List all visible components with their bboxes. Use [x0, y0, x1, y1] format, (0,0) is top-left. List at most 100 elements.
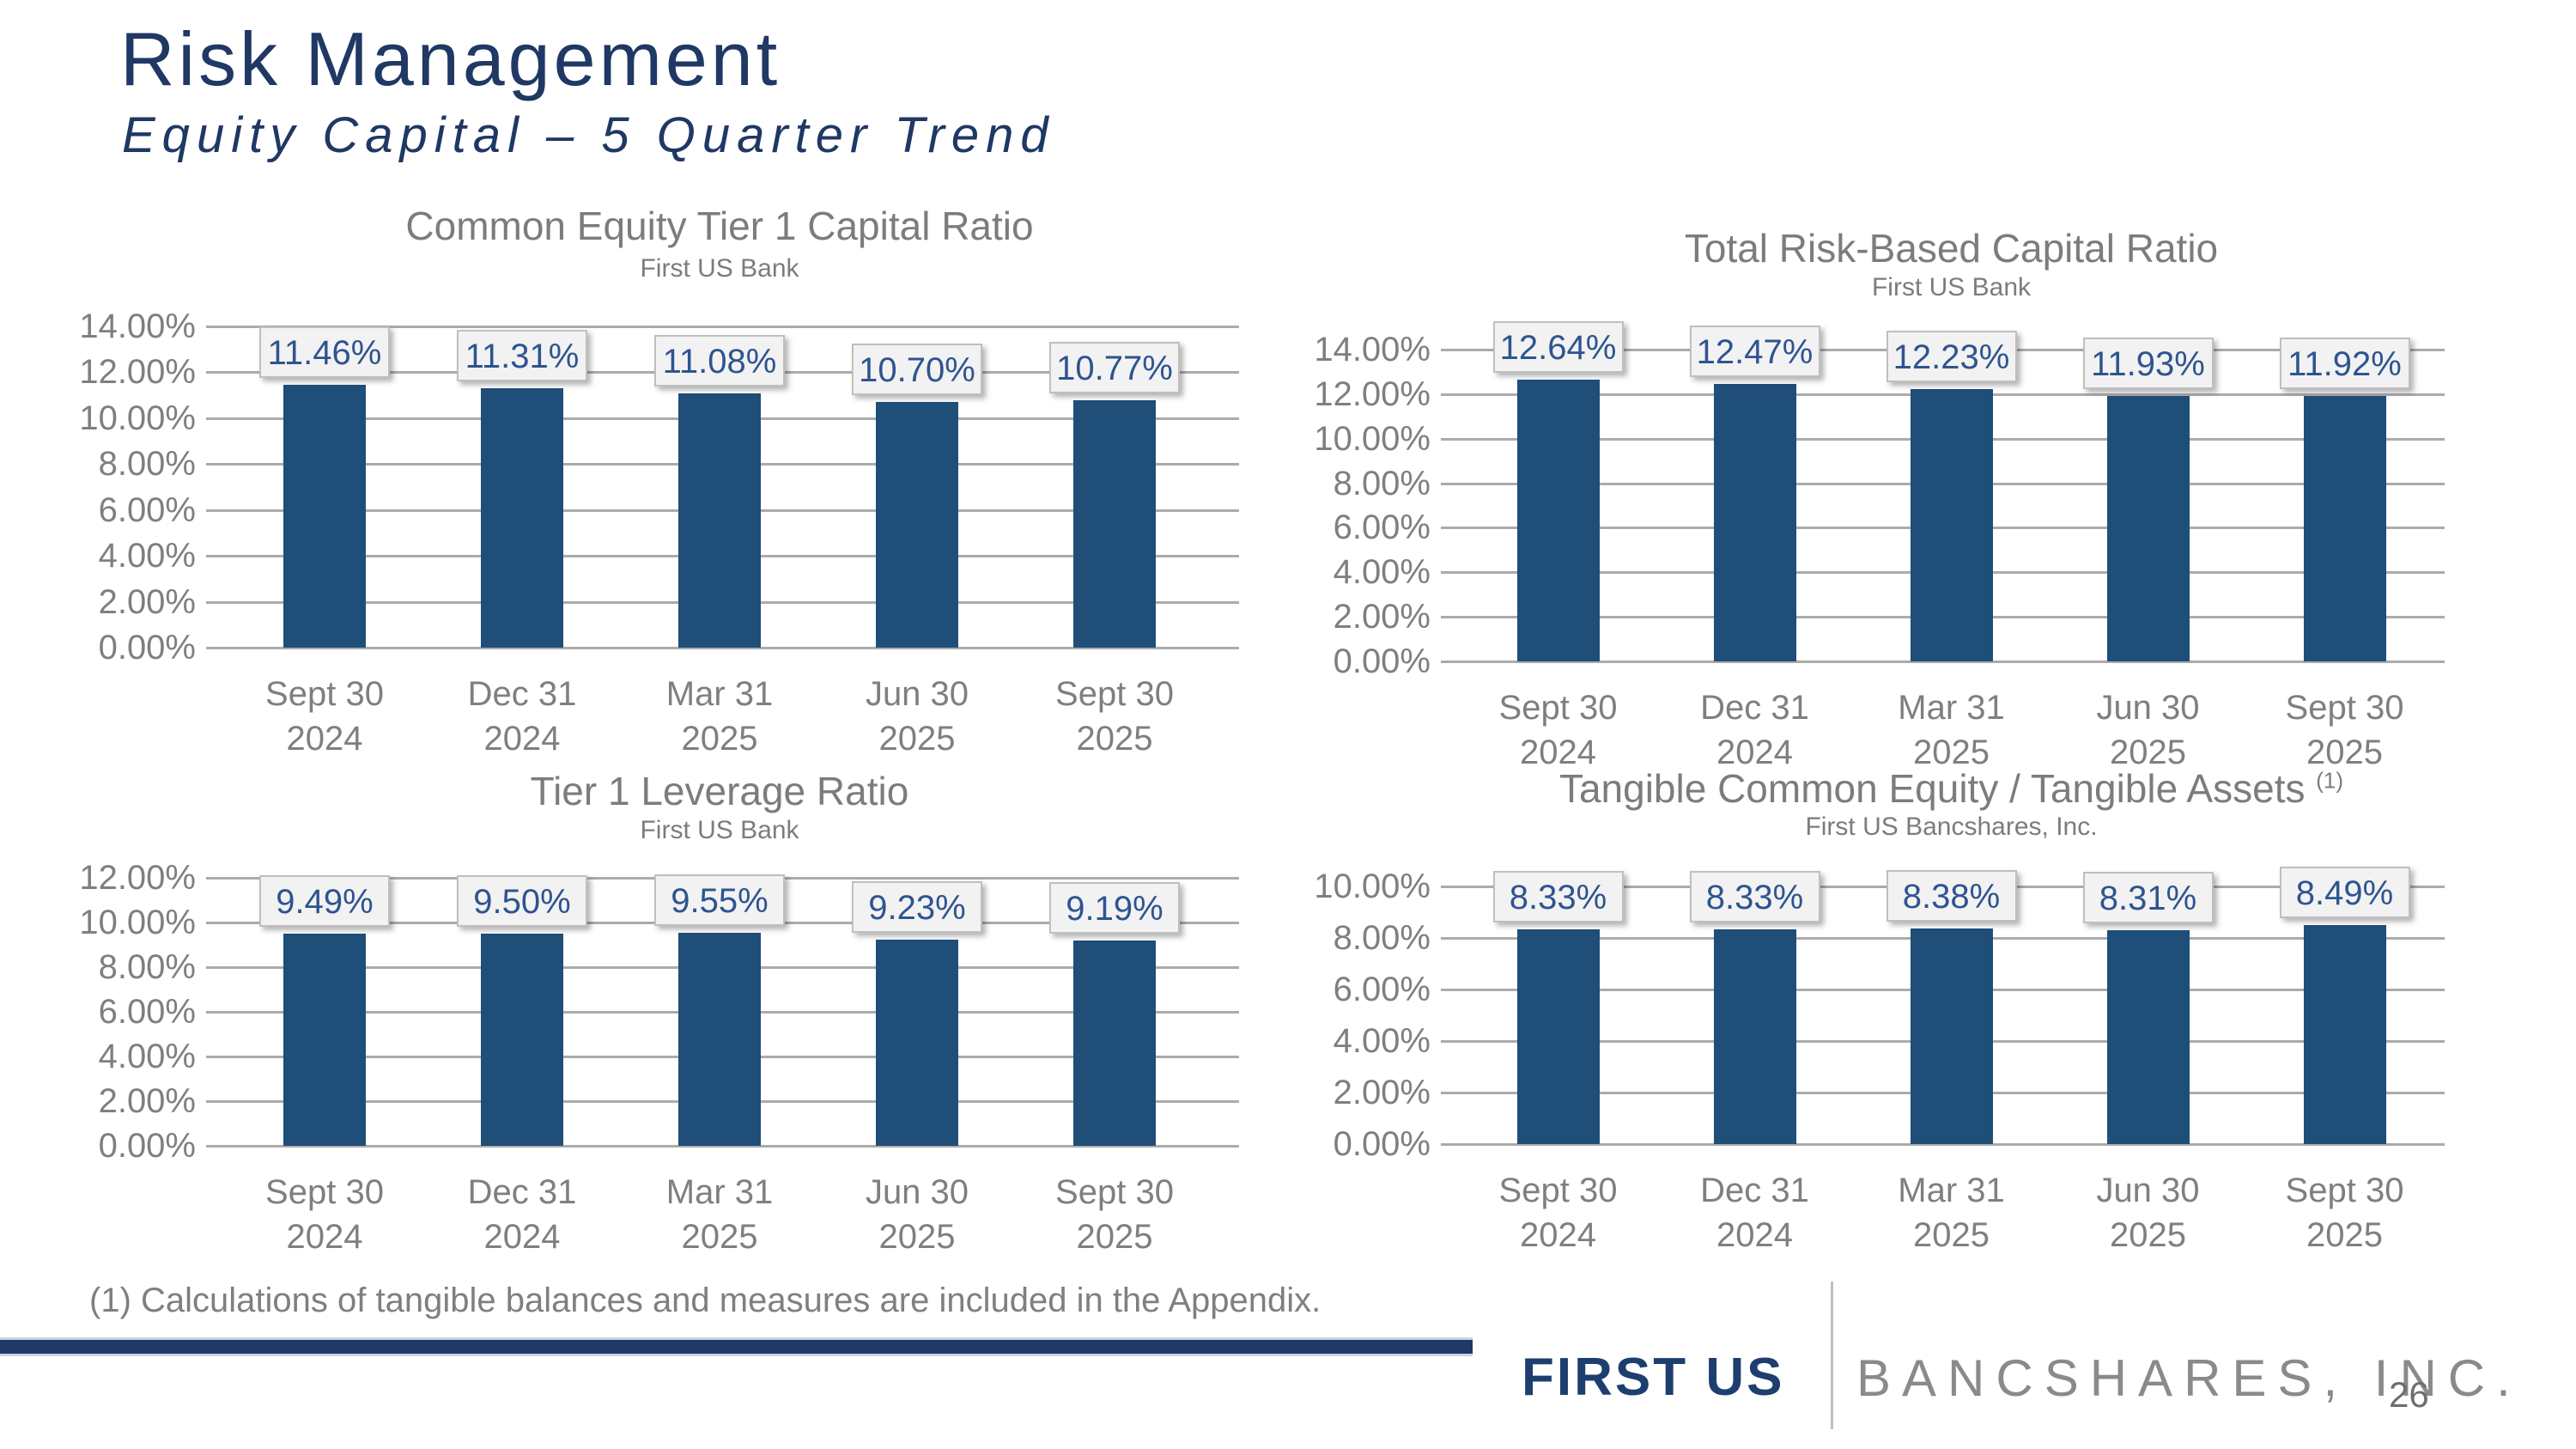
bar-value-label: 9.19%	[1049, 882, 1180, 935]
y-axis-tick-label: 14.00%	[1314, 331, 1431, 368]
x-axis-category-label: Sept 30 2025	[2285, 689, 2404, 771]
x-axis-category-label: Mar 31 2025	[1898, 1172, 2005, 1254]
page-title: Risk Management	[120, 16, 781, 101]
bar	[1910, 928, 1993, 1144]
chart-title: Total Risk-Based Capital Ratio	[1684, 226, 2219, 271]
bar	[283, 384, 366, 648]
y-axis-tick-label: 4.00%	[98, 1038, 196, 1075]
chart-subtitle: First US Bank	[640, 816, 799, 844]
y-axis-tick-label: 8.00%	[1333, 919, 1431, 957]
bar	[2106, 929, 2190, 1144]
y-axis-tick-label: 14.00%	[79, 307, 196, 345]
bar	[1073, 400, 1156, 648]
y-axis-tick-label: 6.00%	[1333, 508, 1431, 547]
chart-title: Tier 1 Leverage Ratio	[530, 769, 909, 813]
x-axis-category-label: Jun 30 2025	[2096, 689, 2200, 771]
bar	[1516, 380, 1600, 661]
bar-value-label: 10.77%	[1049, 342, 1180, 394]
bar-value-label: 9.23%	[852, 881, 982, 934]
x-axis-category-label: Sept 30 2024	[1498, 1172, 1618, 1254]
bar-value-label: 9.49%	[259, 875, 390, 928]
x-axis-category-label: Dec 31 2024	[1700, 689, 1809, 771]
y-axis-tick-label: 4.00%	[1333, 553, 1431, 592]
footnote: (1) Calculations of tangible balances an…	[89, 1282, 1321, 1319]
bar-value-label: 8.49%	[2279, 867, 2410, 919]
x-axis-category-label: Sept 30 2025	[2285, 1172, 2404, 1254]
bar	[1073, 941, 1156, 1146]
bar	[678, 932, 761, 1146]
y-axis-tick-label: 0.00%	[1333, 1125, 1431, 1163]
y-axis-tick-label: 10.00%	[1314, 419, 1431, 458]
bar-value-label: 8.33%	[1689, 871, 1820, 923]
x-axis-category-label: Jun 30 2025	[2096, 1172, 2200, 1254]
bar-value-label: 11.31%	[457, 329, 587, 381]
chart-title: Tangible Common Equity / Tangible Assets…	[1558, 766, 2344, 811]
page-number: 26	[2389, 1374, 2429, 1415]
chart-subtitle: First US Bank	[640, 254, 799, 283]
bar	[283, 934, 366, 1146]
gridline	[1441, 661, 2445, 663]
x-axis-category-label: Dec 31 2024	[1700, 1172, 1809, 1254]
y-axis-tick-label: 12.00%	[79, 859, 196, 897]
y-axis-tick-label: 6.00%	[98, 993, 196, 1031]
x-axis-category-label: Mar 31 2025	[665, 675, 774, 758]
y-axis-tick-label: 10.00%	[79, 904, 196, 941]
bar	[1910, 388, 1993, 661]
x-axis-category-label: Sept 30 2025	[1055, 675, 1174, 758]
chart-subtitle: First US Bank	[1871, 273, 2032, 301]
x-axis-category-label: Mar 31 2025	[1898, 689, 2005, 771]
bar-value-label: 8.33%	[1492, 871, 1624, 923]
x-axis-category-label: Sept 30 2024	[265, 1173, 384, 1256]
y-axis-tick-label: 10.00%	[1314, 868, 1431, 905]
y-axis-tick-label: 4.00%	[98, 537, 196, 575]
bar-value-label: 9.50%	[457, 875, 587, 927]
bar-value-label: 10.70%	[852, 344, 982, 396]
x-axis-category-label: Sept 30 2024	[265, 675, 384, 758]
x-axis-category-label: Sept 30 2025	[1055, 1173, 1174, 1256]
logo-divider-line	[1831, 1282, 1833, 1429]
bar-value-label: 11.93%	[2082, 337, 2214, 389]
bar	[481, 934, 563, 1146]
y-axis-tick-label: 12.00%	[79, 353, 196, 392]
y-axis-tick-label: 4.00%	[1333, 1022, 1431, 1060]
gridline	[206, 326, 1239, 328]
bar-value-label: 8.31%	[2082, 871, 2214, 923]
bar-value-label: 12.64%	[1492, 321, 1624, 374]
bar	[1713, 383, 1796, 661]
y-axis-tick-label: 8.00%	[98, 445, 196, 484]
bar	[2303, 395, 2386, 661]
y-axis-tick-label: 6.00%	[1333, 971, 1431, 1008]
bar-value-label: 12.23%	[1886, 330, 2017, 382]
bar-value-label: 12.47%	[1689, 325, 1820, 377]
bar-value-label: 11.46%	[259, 326, 390, 378]
bar	[481, 387, 563, 648]
x-axis-category-label: Mar 31 2025	[665, 1173, 774, 1256]
y-axis-tick-label: 10.00%	[79, 399, 196, 437]
bar	[876, 940, 958, 1146]
x-axis-category-label: Jun 30 2025	[865, 1173, 969, 1256]
y-axis-tick-label: 8.00%	[98, 948, 196, 986]
y-axis-tick-label: 0.00%	[98, 629, 196, 667]
y-axis-tick-label: 2.00%	[1333, 1074, 1431, 1111]
y-axis-tick-label: 8.00%	[1333, 464, 1431, 502]
bar-value-label: 8.38%	[1886, 869, 2017, 922]
y-axis-tick-label: 2.00%	[98, 1082, 196, 1120]
y-axis-tick-label: 2.00%	[98, 582, 196, 621]
bar	[1713, 929, 1796, 1144]
y-axis-tick-label: 6.00%	[98, 490, 196, 529]
x-axis-category-label: Dec 31 2024	[467, 675, 577, 758]
bar-value-label: 11.08%	[654, 335, 785, 387]
gridline	[206, 1145, 1239, 1148]
bar-value-label: 9.55%	[654, 874, 785, 926]
x-axis-category-label: Sept 30 2024	[1498, 689, 1618, 771]
gridline	[1441, 1143, 2445, 1146]
bar	[1516, 929, 1600, 1144]
y-axis-tick-label: 0.00%	[98, 1127, 196, 1165]
chart-subtitle: First US Bancshares, Inc.	[1805, 813, 2098, 841]
y-axis-tick-label: 12.00%	[1314, 374, 1431, 413]
bar	[678, 393, 761, 648]
logo-bancshares: BANCSHARES, INC.	[1856, 1349, 2522, 1407]
chart-title: Common Equity Tier 1 Capital Ratio	[405, 204, 1034, 248]
y-axis-tick-label: 2.00%	[1333, 598, 1431, 636]
